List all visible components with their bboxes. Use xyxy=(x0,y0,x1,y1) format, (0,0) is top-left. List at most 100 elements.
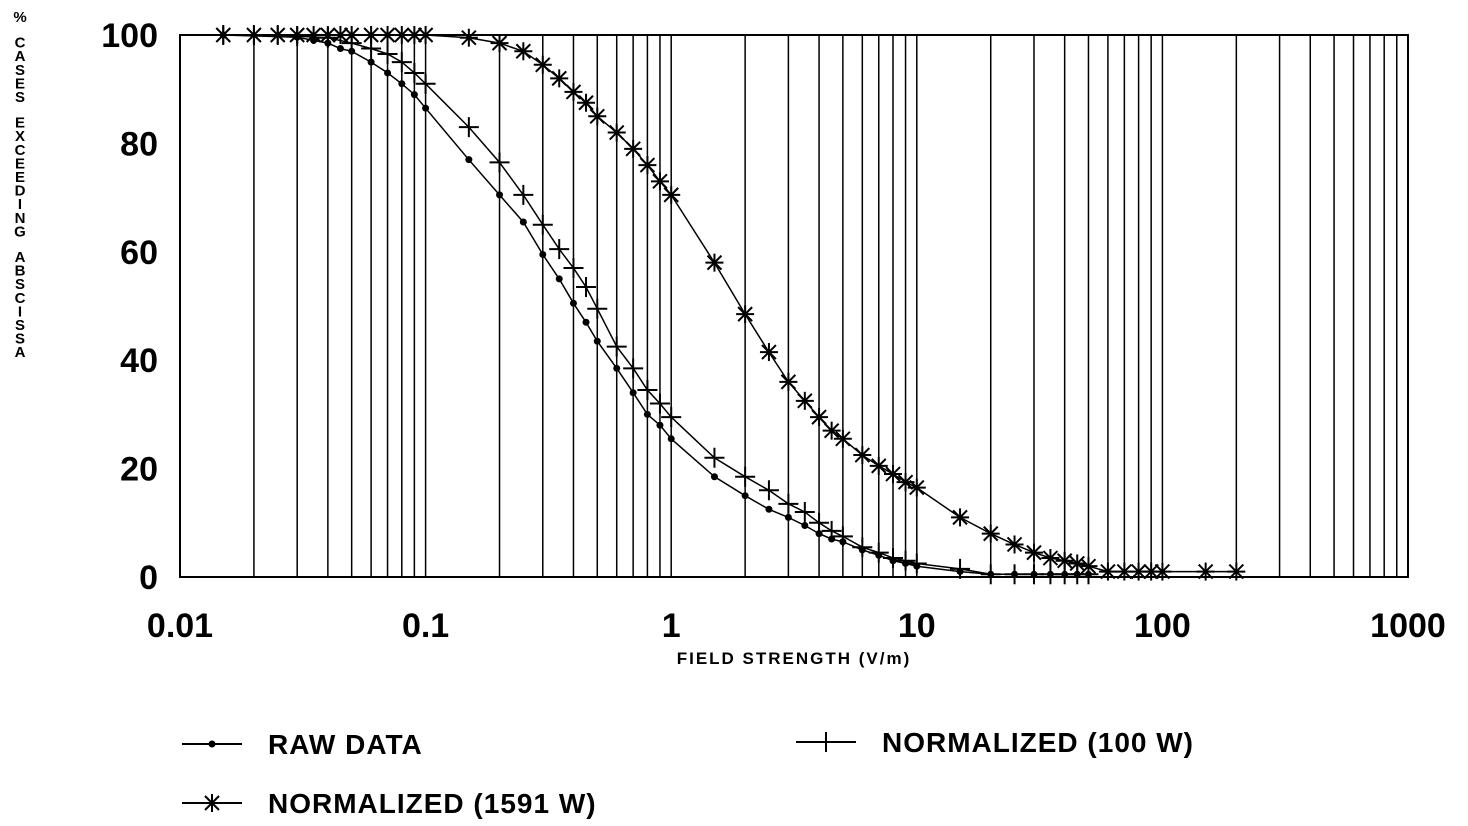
data-point xyxy=(815,530,823,538)
x-tick-label: 100 xyxy=(1134,607,1191,645)
data-point xyxy=(490,34,509,53)
data-point xyxy=(532,214,553,235)
data-point xyxy=(869,456,888,475)
data-point xyxy=(391,52,412,73)
star-d2 xyxy=(871,458,887,474)
data-point xyxy=(422,104,430,112)
data-point xyxy=(564,82,583,101)
data-point xyxy=(550,69,569,88)
data-point xyxy=(582,318,590,326)
star-d2 xyxy=(835,431,851,447)
data-point xyxy=(1055,551,1074,570)
star-d2 xyxy=(625,141,641,157)
data-point xyxy=(588,107,607,126)
y-axis-title-char: S xyxy=(15,62,25,79)
data-point xyxy=(795,391,814,410)
data-point xyxy=(980,564,1001,585)
data-point xyxy=(907,478,926,497)
y-axis-title-char: D xyxy=(15,183,26,200)
data-point xyxy=(981,524,1000,543)
data-point xyxy=(650,172,669,191)
series-line-1 xyxy=(223,34,1089,576)
star-d2 xyxy=(578,95,594,111)
star-d2 xyxy=(811,409,827,425)
legend-label: NORMALIZED (1591 W) xyxy=(268,788,597,819)
data-point xyxy=(514,42,533,61)
data-point xyxy=(377,43,398,64)
x-tick-label: 0.01 xyxy=(147,607,213,645)
data-point xyxy=(661,407,682,428)
legend-swatch-marker xyxy=(203,794,221,812)
star-d2 xyxy=(780,374,797,390)
y-axis-title-char: S xyxy=(15,331,25,348)
data-point xyxy=(759,343,778,362)
star-d2 xyxy=(515,43,532,59)
y-axis-title-char: % xyxy=(13,9,26,26)
y-tick-label: 20 xyxy=(120,451,158,489)
x-tick-label: 1 xyxy=(662,607,681,645)
data-point xyxy=(778,493,799,514)
data-point xyxy=(539,251,547,259)
star-d2 xyxy=(609,124,625,141)
star-d2 xyxy=(1056,553,1073,569)
star-d2 xyxy=(1026,544,1042,561)
legend-swatch-marker xyxy=(816,732,836,752)
legend-item: NORMALIZED (1591 W) xyxy=(182,788,597,819)
data-point xyxy=(587,298,608,319)
star-d2 xyxy=(983,525,999,542)
star-d2 xyxy=(797,393,813,409)
data-point xyxy=(623,358,644,379)
y-tick-label: 80 xyxy=(120,125,158,163)
star-d2 xyxy=(737,306,753,322)
star-d2 xyxy=(204,795,220,811)
star-d2 xyxy=(652,173,668,190)
y-axis-title-char: G xyxy=(14,223,26,240)
data-point xyxy=(736,305,755,324)
data-point xyxy=(1041,549,1060,568)
data-point xyxy=(577,93,596,112)
x-tick-label: 0.1 xyxy=(402,607,449,645)
y-axis-title-char: A xyxy=(15,249,26,266)
data-point xyxy=(624,139,643,158)
data-point xyxy=(629,389,637,397)
data-point xyxy=(496,191,504,199)
data-point xyxy=(1079,557,1098,576)
data-point xyxy=(563,258,584,279)
data-point xyxy=(705,253,724,272)
legend: RAW DATA NORMALIZED (100 W) NORMALIZED (15… xyxy=(182,727,1193,819)
star-d2 xyxy=(565,84,582,100)
data-point xyxy=(593,337,601,345)
data-point xyxy=(569,299,577,307)
x-axis-title: FIELD STRENGTH (V/m) xyxy=(677,649,912,668)
y-tick-label: 0 xyxy=(139,559,158,597)
star-d2 xyxy=(1042,550,1059,566)
star-d2 xyxy=(706,254,723,271)
data-point xyxy=(735,466,756,487)
data-point xyxy=(704,447,725,468)
data-point xyxy=(606,336,627,357)
data-point xyxy=(519,218,527,226)
star-d2 xyxy=(551,70,567,87)
data-point xyxy=(667,435,675,443)
y-axis-title-char: E xyxy=(15,75,25,92)
data-point xyxy=(822,421,841,440)
data-point xyxy=(638,156,657,175)
y-axis-title-char: C xyxy=(15,35,26,52)
data-point xyxy=(555,275,563,283)
star-d2 xyxy=(589,108,605,125)
star-d2 xyxy=(897,474,914,490)
data-point xyxy=(643,410,651,418)
star-d2 xyxy=(823,422,840,439)
y-axis-title-char: N xyxy=(15,210,26,227)
data-point xyxy=(513,184,534,205)
data-point xyxy=(853,446,872,465)
y-axis-title-char: E xyxy=(15,169,25,186)
markers xyxy=(213,25,1246,585)
data-point xyxy=(637,380,658,401)
data-point xyxy=(415,73,436,94)
data-point xyxy=(882,548,903,569)
series-line-2 xyxy=(223,34,1237,573)
data-point xyxy=(459,28,478,47)
